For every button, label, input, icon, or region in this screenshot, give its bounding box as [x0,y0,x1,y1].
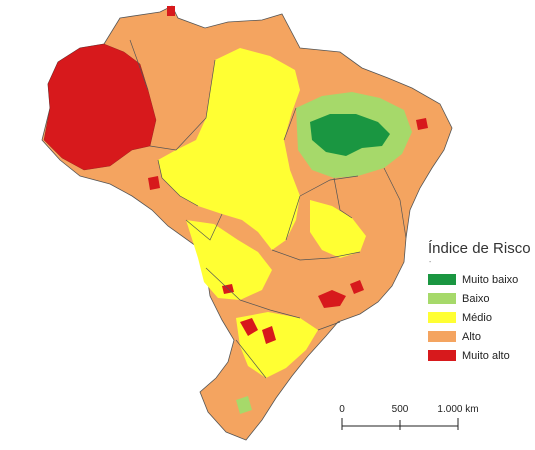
legend-item-muito-baixo: Muito baixo [428,270,528,289]
region-medio-center [186,220,272,300]
patch-muito-alto-2 [240,318,258,336]
legend-label: Alto [462,330,481,343]
scale-tick-0: 0 [339,404,345,415]
legend-item-alto: Alto [428,327,528,346]
scale-bar: 0 500 1.000 km [330,400,479,436]
region-medio-east [310,200,366,258]
region-muito-alto-west [43,43,157,171]
region-medio-north [158,48,300,250]
region-muito-alto-north-tip [167,6,175,16]
region-muito-baixo-core [310,114,390,156]
patch-baixo-south [236,396,252,414]
legend-label: Médio [462,311,492,324]
state-borders [129,39,407,379]
patch-muito-alto-4 [148,176,160,190]
legend-swatch-medio [428,312,456,323]
patch-muito-alto-3 [262,326,276,344]
patch-muito-alto-5 [416,118,428,130]
legend-title: Índice de Risco [428,240,531,257]
legend-subtitle: - [429,259,432,266]
legend-label: Muito baixo [462,273,519,286]
legend-swatch-muito-alto [428,350,456,361]
legend-swatch-alto [428,331,456,342]
legend-label: Muito alto [462,349,510,362]
scale-tick-500: 500 [391,404,409,415]
scale-tick-1000: 1.000 km [437,404,479,415]
legend: Índice de Risco - Muito baixo Baixo Médi… [428,240,531,365]
legend-swatch-muito-baixo [428,274,456,285]
legend-item-baixo: Baixo [428,289,528,308]
legend-item-muito-alto: Muito alto [428,346,528,365]
legend-label: Baixo [462,292,490,305]
legend-swatch-baixo [428,293,456,304]
patch-muito-alto-7 [350,280,364,294]
patch-muito-alto-1 [318,290,346,308]
scale-bar-line [341,418,459,430]
legend-item-medio: Médio [428,308,528,327]
